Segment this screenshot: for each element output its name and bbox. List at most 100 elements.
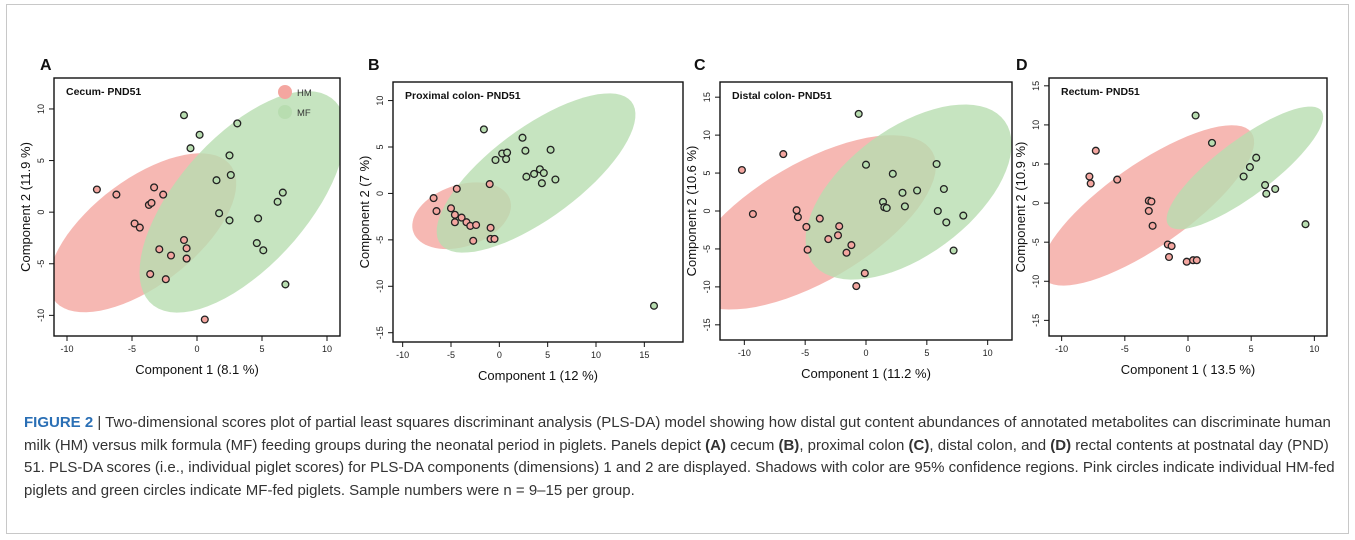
y-tick-label: 15: [702, 92, 712, 102]
data-point-mf: [1301, 220, 1310, 229]
data-point-hm: [485, 180, 494, 189]
data-point-mf: [281, 280, 290, 289]
panel-title: Proximal colon- PND51: [405, 90, 521, 102]
data-point-mf: [225, 151, 234, 160]
data-point-hm: [469, 236, 478, 245]
y-tick-label: 5: [702, 171, 712, 176]
data-point-mf: [1252, 153, 1261, 162]
data-point-hm: [92, 185, 101, 194]
data-point-hm: [792, 206, 801, 215]
x-tick-label: 10: [983, 348, 993, 358]
data-point-mf: [273, 197, 282, 206]
data-point-hm: [159, 190, 168, 199]
data-point-hm: [450, 218, 459, 227]
data-point-hm: [1147, 197, 1156, 206]
caption-segment: , proximal colon: [799, 436, 909, 454]
y-tick-label: -5: [36, 260, 46, 268]
x-tick-label: 10: [322, 344, 332, 354]
data-point-hm: [835, 222, 844, 231]
y-tick-label: -10: [702, 280, 712, 293]
data-point-hm: [1167, 242, 1176, 251]
data-point-mf: [537, 179, 546, 188]
data-point-hm: [1164, 252, 1174, 262]
x-tick-label: 0: [497, 350, 502, 360]
data-point-mf: [1261, 181, 1270, 190]
data-point-hm: [147, 198, 156, 207]
x-tick-label: 15: [639, 350, 649, 360]
x-tick-label: 5: [545, 350, 550, 360]
panel-letter: B: [368, 57, 380, 74]
panel-d: D -10 -5 0 5 10 -15 -10 -5 0 5 10 15 Component 1 ( 13…: [1013, 57, 1328, 377]
y-tick-label: 5: [375, 144, 385, 149]
data-point-mf: [932, 159, 941, 169]
data-point-mf: [186, 144, 195, 153]
data-point-mf: [933, 206, 942, 216]
data-point-mf: [1262, 189, 1271, 198]
data-point-hm: [1086, 179, 1095, 188]
data-point-mf: [254, 214, 263, 223]
data-point-mf: [491, 155, 500, 165]
panel-title: Distal colon- PND51: [732, 90, 832, 102]
y-axis-label: Component 2 (7 %): [357, 156, 372, 269]
plot-area: [54, 91, 340, 324]
y-tick-label: 10: [36, 104, 46, 114]
data-point-hm: [748, 209, 757, 219]
figure-caption: FIGURE 2 | Two-dimensional scores plot o…: [24, 412, 1339, 502]
data-point-hm: [1085, 172, 1094, 181]
x-tick-label: 5: [259, 344, 264, 354]
caption-text: | Two-dimensional scores plot of partial…: [24, 414, 1335, 499]
caption-panel-ref: (B): [778, 436, 800, 454]
data-point-mf: [212, 176, 221, 185]
data-point-mf: [226, 170, 235, 180]
x-tick-label: 0: [1185, 344, 1190, 354]
x-axis-label: Component 1 (8.1 %): [135, 362, 259, 377]
y-tick-label: -10: [1031, 275, 1041, 288]
figure-label: FIGURE 2: [24, 414, 94, 431]
data-point-hm: [847, 241, 856, 250]
x-tick-label: 10: [591, 350, 601, 360]
data-point-hm: [457, 213, 466, 222]
data-point-hm: [182, 254, 191, 263]
y-tick-label: 10: [375, 96, 385, 106]
data-point-mf: [503, 148, 512, 157]
data-point-hm: [429, 194, 438, 203]
y-tick-label: -15: [375, 326, 385, 339]
data-point-hm: [472, 220, 481, 230]
caption-panel-ref: (D): [1050, 436, 1072, 454]
data-point-hm: [1091, 146, 1100, 155]
x-axis-label: Component 1 (12 %): [478, 368, 598, 383]
data-point-mf: [252, 239, 261, 248]
data-point-hm: [802, 222, 811, 231]
x-tick-label: 5: [924, 348, 929, 358]
plot-area: [1049, 106, 1324, 286]
x-tick-label: -10: [60, 344, 73, 354]
data-point-hm: [852, 282, 861, 291]
panel-letter: D: [1016, 57, 1028, 74]
panel-letter: A: [40, 57, 52, 74]
data-point-hm: [486, 223, 495, 232]
data-point-hm: [842, 248, 851, 257]
plot-frame: [392, 81, 684, 343]
data-point-hm: [155, 245, 164, 254]
y-tick-label: -5: [702, 245, 712, 253]
legend-label-mf: MF: [297, 108, 311, 119]
data-point-mf: [1271, 184, 1280, 194]
data-point-hm: [490, 234, 499, 243]
data-point-mf: [179, 111, 189, 120]
y-tick-label: 10: [1031, 120, 1041, 130]
data-point-hm: [737, 165, 746, 175]
data-point-mf: [225, 216, 234, 225]
data-point-hm: [1192, 256, 1201, 265]
data-point-mf: [854, 109, 863, 118]
plot-area: [720, 104, 1012, 310]
data-point-mf: [959, 211, 968, 220]
data-point-hm: [1113, 175, 1122, 184]
data-point-hm: [150, 183, 159, 192]
data-point-mf: [649, 301, 659, 310]
data-point-mf: [278, 188, 287, 197]
data-point-hm: [1148, 221, 1157, 230]
x-tick-label: -5: [1121, 344, 1129, 354]
data-point-mf: [1207, 138, 1217, 147]
y-tick-label: 5: [1031, 161, 1041, 166]
data-point-hm: [146, 270, 155, 279]
